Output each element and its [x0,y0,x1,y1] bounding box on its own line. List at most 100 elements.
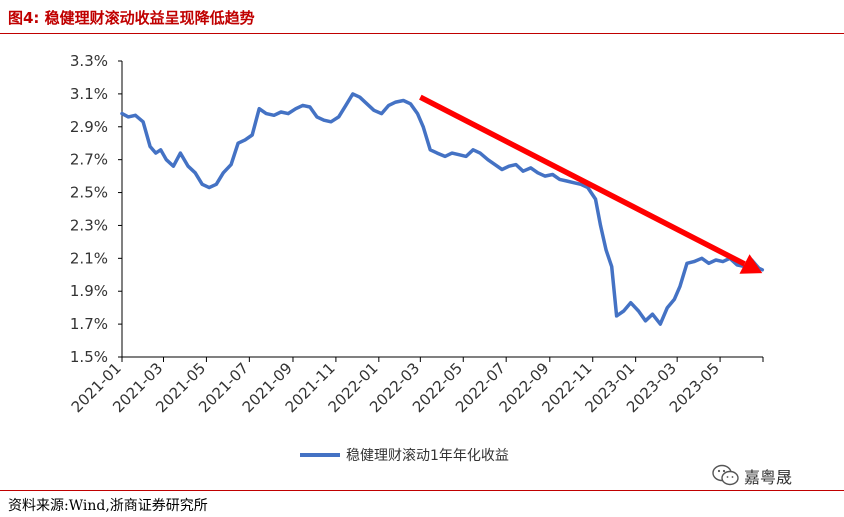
x-axis: 2021-012021-032021-052021-072021-092021-… [68,356,764,416]
line-chart: 1.5% 1.7% 1.9% 2.1% 2.3% 2.5% 2.7% 2.9% 3.1% 3.3%… [68,52,765,464]
data-point [693,260,695,263]
data-point [722,260,724,263]
data-point [159,149,162,151]
y-tick-label: 2.1% [70,249,108,267]
data-point [494,163,496,166]
data-point [594,198,597,200]
data-point [558,178,561,181]
trend-arrow-shaft [419,94,746,267]
data-point [273,114,275,117]
data-point [165,158,168,161]
data-point [287,112,289,115]
data-point [215,183,218,186]
data-point [429,149,432,151]
data-point [142,121,144,123]
data-point [208,186,210,189]
data-point [330,121,332,123]
data-point [373,109,375,112]
data-point [179,152,182,154]
data-point [522,170,524,172]
data-point [659,323,662,325]
data-point [501,168,503,171]
y-tick-label: 2.3% [70,216,108,234]
data-point [622,310,625,312]
y-tick-label: 3.3% [70,52,108,70]
series-line [120,92,765,326]
data-point [251,134,253,136]
data-point [599,224,602,227]
data-point [530,167,532,169]
data-point [222,172,225,174]
data-point [302,104,304,107]
data-point [265,112,268,115]
data-point [187,165,189,167]
data-point [761,269,764,271]
data-point [644,320,647,322]
data-point [436,152,439,154]
data-point [736,264,738,266]
data-point [551,173,554,176]
data-point [337,116,340,118]
data-point [615,315,618,317]
trend-arrow-head [739,254,763,274]
data-point [537,172,539,174]
figure-header: 图4: 稳健理财滚动收益呈现降低趋势 [0,0,844,34]
y-tick-label: 1.7% [70,315,108,333]
data-point [134,114,137,117]
y-tick-label: 2.9% [70,118,108,136]
data-point [316,116,318,118]
data-point [686,262,688,265]
y-tick-label: 2.5% [70,184,108,202]
data-point [416,112,419,115]
data-point [194,172,196,174]
series-layer [120,92,765,326]
data-point [359,96,361,98]
data-point [451,152,453,154]
data-point [230,163,232,166]
data-point [465,155,467,158]
data-point [565,180,568,182]
legend: 稳健理财滚动1年年化收益 [300,447,509,464]
data-point [155,152,157,154]
data-point [610,265,613,268]
y-axis: 1.5% 1.7% 1.9% 2.1% 2.3% 2.5% 2.7% 2.9% 3.1% 3.3% [70,52,123,366]
figure-title: 图4: 稳健理财滚动收益呈现降低趋势 [8,9,255,27]
data-point [323,119,325,121]
y-tick-label: 3.1% [70,85,108,103]
title-rule [0,33,844,34]
data-point [587,186,589,189]
data-point [701,257,703,260]
data-point [679,285,681,288]
data-point [201,183,203,186]
data-point [544,175,546,177]
data-point [352,93,354,95]
data-point [309,106,311,108]
data-point [280,111,282,113]
data-point [651,313,654,316]
watermark-text: 嘉粤晟 [744,468,793,487]
data-point [629,301,632,304]
data-point [149,145,151,148]
data-point [458,153,460,156]
legend-label: 稳健理财滚动1年年化收益 [346,447,509,464]
y-tick-label: 1.5% [70,348,108,366]
data-point [515,163,517,166]
data-point [508,165,510,167]
data-point [409,103,412,105]
annotation-layer [419,94,763,274]
data-point [605,249,607,251]
data-point [258,107,261,110]
wechat-icon [712,464,739,486]
data-point [479,152,481,154]
data-point [708,262,710,265]
data-point [487,158,489,161]
data-point [444,155,446,158]
data-point [380,112,383,115]
data-point [422,126,425,128]
data-point [127,116,130,118]
data-point [237,142,239,144]
source-rule [0,490,844,491]
data-point [402,99,405,102]
data-point [673,298,676,301]
data-point [387,104,390,107]
